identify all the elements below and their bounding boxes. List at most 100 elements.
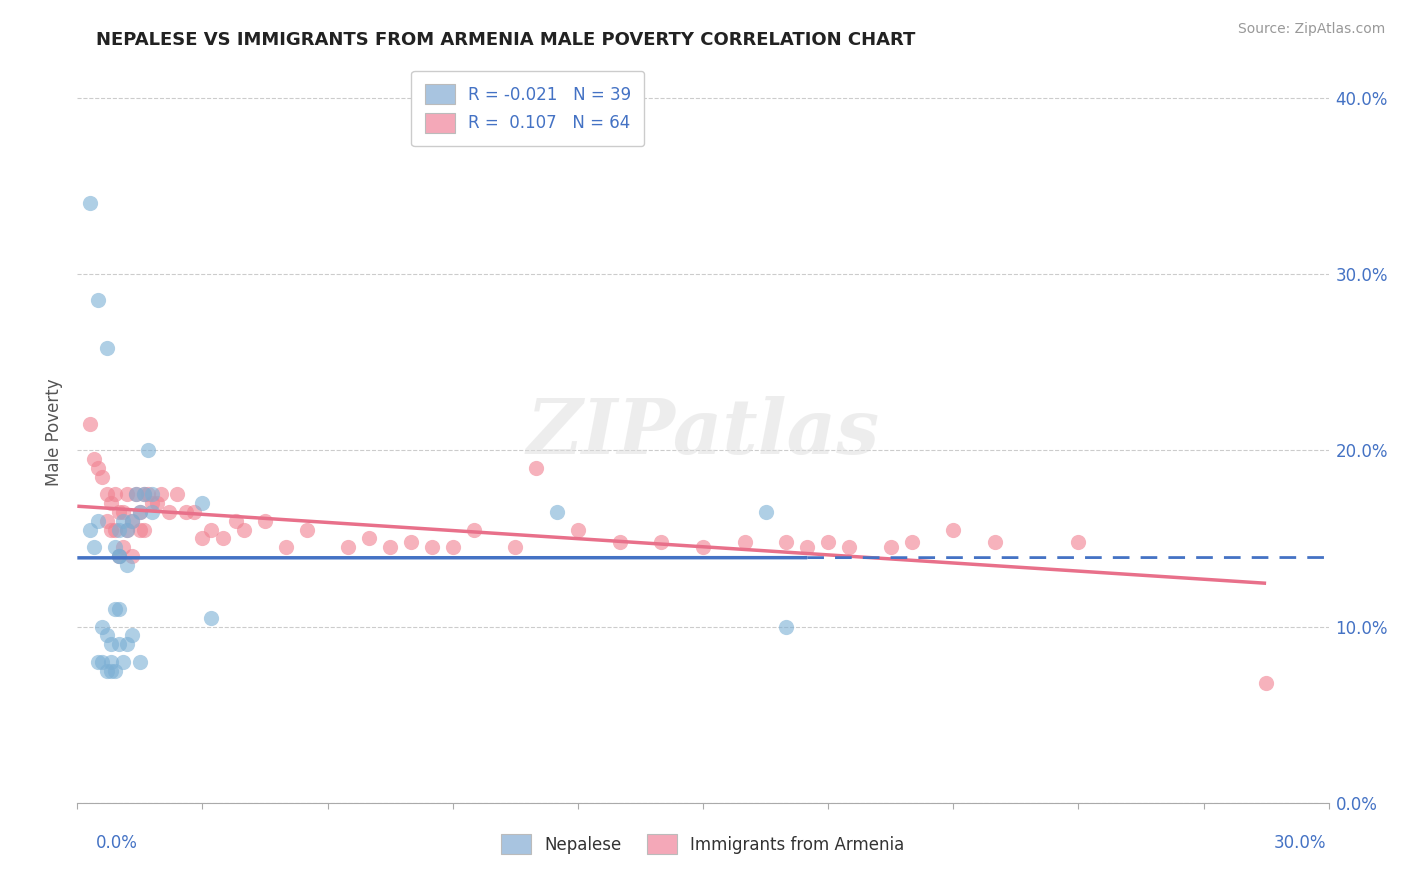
Point <box>129 523 152 537</box>
Point <box>112 540 135 554</box>
Point <box>125 487 148 501</box>
Point <box>100 523 122 537</box>
Point <box>108 523 131 537</box>
Point <box>183 505 205 519</box>
Point <box>174 505 197 519</box>
Point <box>104 664 127 678</box>
Point <box>132 487 155 501</box>
Point <box>463 523 485 537</box>
Text: ZIPatlas: ZIPatlas <box>526 396 880 469</box>
Point <box>132 487 155 501</box>
Legend: Nepalese, Immigrants from Armenia: Nepalese, Immigrants from Armenia <box>495 828 911 861</box>
Text: 30.0%: 30.0% <box>1274 834 1326 852</box>
Point <box>900 535 922 549</box>
Point <box>117 487 139 501</box>
Point <box>108 505 131 519</box>
Point <box>96 514 118 528</box>
Point <box>141 496 163 510</box>
Point <box>546 505 568 519</box>
Point <box>775 535 797 549</box>
Point <box>117 523 139 537</box>
Point <box>79 417 101 431</box>
Point <box>129 505 152 519</box>
Point <box>942 523 965 537</box>
Point <box>359 532 381 546</box>
Point <box>104 487 127 501</box>
Point <box>125 487 148 501</box>
Point <box>87 655 110 669</box>
Point <box>83 452 105 467</box>
Point <box>96 341 118 355</box>
Point <box>100 637 122 651</box>
Y-axis label: Male Poverty: Male Poverty <box>45 379 63 486</box>
Point <box>108 602 131 616</box>
Point <box>399 535 422 549</box>
Point <box>734 535 756 549</box>
Point <box>1067 535 1090 549</box>
Point <box>212 532 235 546</box>
Point <box>117 558 139 572</box>
Point <box>121 514 143 528</box>
Point <box>132 523 155 537</box>
Point <box>104 602 127 616</box>
Point <box>775 619 797 633</box>
Point <box>100 655 122 669</box>
Point <box>121 514 143 528</box>
Point <box>129 505 152 519</box>
Point <box>112 514 135 528</box>
Point <box>378 540 402 554</box>
Point <box>1254 676 1277 690</box>
Point <box>650 535 672 549</box>
Point <box>100 664 122 678</box>
Point <box>838 540 860 554</box>
Point <box>157 505 180 519</box>
Point <box>337 540 360 554</box>
Point <box>79 523 101 537</box>
Point <box>274 540 297 554</box>
Point <box>104 540 127 554</box>
Point <box>104 523 127 537</box>
Point <box>609 535 631 549</box>
Point <box>253 514 276 528</box>
Point <box>191 532 214 546</box>
Point <box>420 540 443 554</box>
Point <box>108 549 131 563</box>
Point <box>503 540 526 554</box>
Text: NEPALESE VS IMMIGRANTS FROM ARMENIA MALE POVERTY CORRELATION CHART: NEPALESE VS IMMIGRANTS FROM ARMENIA MALE… <box>96 31 915 49</box>
Point <box>91 619 114 633</box>
Point <box>129 655 152 669</box>
Point <box>136 443 159 458</box>
Point <box>117 637 139 651</box>
Point <box>96 628 118 642</box>
Point <box>200 610 222 624</box>
Point <box>692 540 714 554</box>
Point <box>87 461 110 475</box>
Point <box>112 505 135 519</box>
Text: Source: ZipAtlas.com: Source: ZipAtlas.com <box>1237 22 1385 37</box>
Point <box>984 535 1007 549</box>
Point <box>83 540 105 554</box>
Point <box>796 540 818 554</box>
Point <box>233 523 256 537</box>
Point <box>817 535 839 549</box>
Point <box>880 540 903 554</box>
Point <box>108 637 131 651</box>
Point <box>96 664 118 678</box>
Point <box>295 523 318 537</box>
Point <box>121 549 143 563</box>
Point <box>87 514 110 528</box>
Point <box>136 487 159 501</box>
Point <box>108 549 131 563</box>
Point <box>87 293 110 308</box>
Point <box>200 523 222 537</box>
Point <box>79 196 101 211</box>
Point <box>91 469 114 483</box>
Point <box>141 487 163 501</box>
Point <box>191 496 214 510</box>
Point <box>100 496 122 510</box>
Point <box>121 628 143 642</box>
Text: 0.0%: 0.0% <box>96 834 138 852</box>
Point <box>117 523 139 537</box>
Point <box>567 523 589 537</box>
Point <box>441 540 464 554</box>
